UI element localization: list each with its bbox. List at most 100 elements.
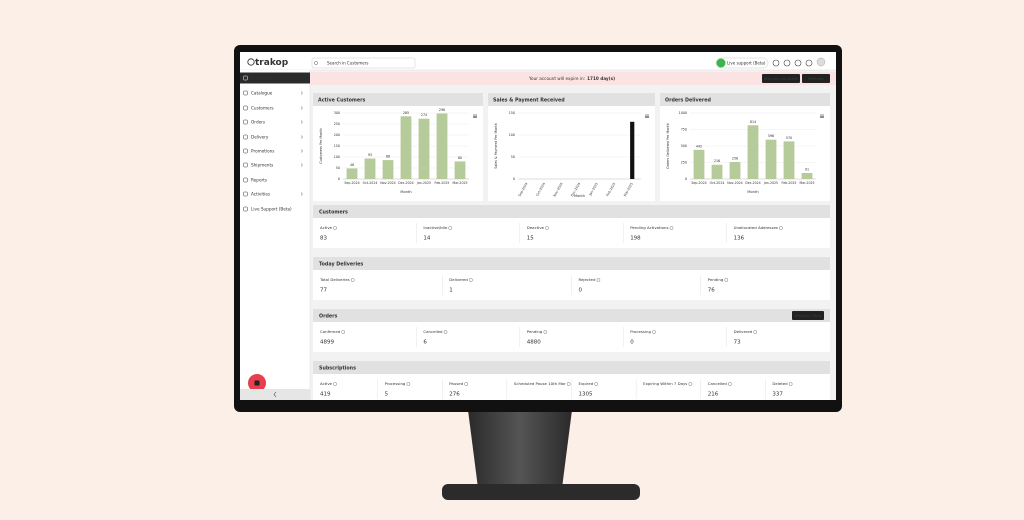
bar — [400, 116, 412, 179]
header-icon[interactable] — [783, 59, 791, 67]
avatar[interactable] — [816, 57, 826, 67]
info-icon — [728, 382, 732, 386]
stat-label: Pending Activations — [630, 225, 668, 230]
x-tick-label: Dec-2024 — [398, 181, 413, 185]
sidebar-item[interactable]: Reports — [251, 177, 267, 182]
collapse-bar[interactable] — [240, 389, 310, 400]
stat-value: 83 — [320, 236, 327, 242]
notice-text: Your account will expire in: — [528, 76, 585, 81]
notice-bar — [310, 72, 836, 85]
y-tick-label: 0 — [338, 177, 340, 181]
bar — [693, 149, 705, 179]
y-tick-label: 200 — [334, 133, 340, 137]
info-icon — [566, 382, 571, 386]
data-label: 298 — [439, 108, 445, 112]
sidebar-icon — [243, 134, 248, 140]
info-icon — [350, 278, 355, 282]
bar — [364, 158, 376, 179]
y-tick-label: 100 — [334, 155, 340, 159]
y-tick-label: 150 — [509, 111, 515, 115]
x-tick-label: Jan-2025 — [588, 182, 599, 197]
section-button[interactable] — [792, 311, 824, 320]
section-title: Orders — [319, 313, 337, 319]
x-tick-label: Feb-2025 — [605, 182, 616, 197]
button[interactable] — [802, 74, 830, 83]
y-tick-label: 250 — [334, 122, 340, 126]
info-icon — [652, 330, 656, 334]
info-icon — [788, 382, 793, 386]
search-box[interactable] — [311, 57, 416, 69]
x-tick-label: Jan-2025 — [416, 181, 431, 185]
sidebar-icon — [243, 148, 248, 154]
x-tick-label: Sep-2024 — [517, 182, 528, 197]
stat-value: 419 — [320, 392, 331, 398]
y-tick-label: 50 — [336, 166, 340, 170]
chevron — [300, 120, 303, 124]
sidebar-item[interactable]: Delivery — [251, 134, 269, 139]
x-tick-label: Mar-2025 — [623, 182, 634, 197]
header-icon[interactable] — [772, 59, 780, 67]
y-axis-title: Sales & Payment Per Month — [494, 123, 498, 169]
chevron — [300, 163, 303, 167]
monitor-neck — [468, 410, 572, 488]
sidebar-icon — [243, 90, 248, 96]
data-label: 442 — [696, 144, 702, 148]
sidebar-item[interactable]: Activities — [251, 191, 270, 196]
header-icon[interactable] — [794, 59, 802, 67]
live-support-button[interactable] — [715, 57, 769, 69]
data-label: 91 — [805, 167, 809, 171]
sidebar-item[interactable]: Dashboard — [251, 75, 274, 80]
sidebar-item[interactable]: Catalogue — [251, 90, 273, 95]
y-tick-label: 50 — [511, 155, 515, 159]
sidebar — [240, 70, 310, 400]
stat-label: Processing — [385, 381, 406, 386]
stat-label: Confirmed — [320, 329, 341, 334]
stat-label: Scheduled Pause 10th Mar — [514, 381, 566, 386]
chevron — [300, 149, 303, 153]
sidebar-icon — [243, 162, 248, 168]
x-axis-title: Month — [400, 190, 411, 194]
chart-title: Orders Delivered — [665, 97, 712, 103]
info-icon — [406, 382, 411, 386]
data-label: 570 — [786, 136, 792, 140]
stat-value: 15 — [527, 236, 534, 242]
y-tick-label: 100 — [509, 133, 515, 137]
section-title: Customers — [319, 209, 348, 215]
data-label: 86 — [386, 155, 390, 159]
x-tick-label: Nov-2024 — [380, 181, 395, 185]
button[interactable] — [762, 74, 800, 83]
info-icon — [779, 226, 783, 230]
info-icon — [448, 226, 453, 230]
info-icon — [543, 330, 548, 334]
bar — [765, 139, 777, 179]
live-support: Live support (Beta) — [727, 60, 766, 65]
header-icon[interactable] — [805, 59, 813, 67]
info-icon — [688, 382, 693, 386]
data-label: 216 — [714, 159, 720, 163]
x-tick-label: Feb-2025 — [782, 181, 797, 185]
x-tick-label: Mar-2025 — [799, 181, 814, 185]
chevron — [300, 192, 303, 196]
stat-value: 216 — [708, 392, 719, 398]
data-label: 274 — [421, 113, 427, 117]
sidebar-item[interactable]: Live Support (Beta) — [251, 206, 292, 211]
sidebar-item[interactable]: Promotions — [251, 148, 275, 153]
bar — [711, 164, 723, 179]
stat-value: 136 — [734, 236, 745, 242]
chart-panel — [313, 93, 483, 201]
sidebar-item[interactable]: Orders — [251, 119, 265, 124]
sidebar-item[interactable]: Shipments — [251, 162, 273, 167]
x-axis-title: Month — [747, 190, 758, 194]
stat-value: 0 — [630, 340, 634, 346]
notice-days: 1710 day(s) — [587, 76, 615, 81]
chart-header — [488, 93, 655, 106]
info-icon — [724, 278, 729, 282]
y-tick-label: 250 — [681, 161, 687, 165]
x-tick-label: Nov-2024 — [552, 182, 563, 197]
button-label: Refresh — [808, 77, 824, 81]
stat-value: 4880 — [527, 340, 541, 346]
sidebar-icon — [243, 206, 248, 212]
sidebar-item[interactable]: Customers — [251, 105, 274, 110]
x-tick-label: Sep-2024 — [344, 181, 359, 185]
x-tick-label: Oct-2024 — [710, 181, 725, 185]
